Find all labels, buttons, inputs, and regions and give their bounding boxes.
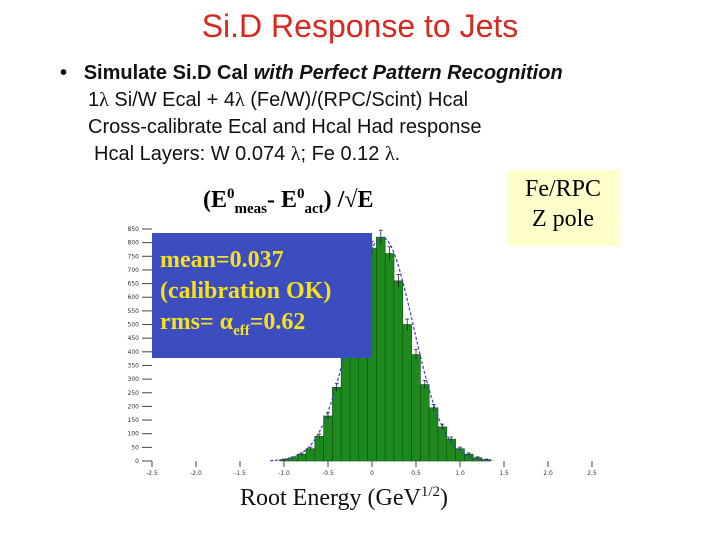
histogram-bar xyxy=(323,415,333,462)
histogram-bar xyxy=(376,236,386,462)
stats-rms-label: rms= xyxy=(160,309,220,335)
histogram-bar xyxy=(332,387,342,462)
stats-mean: mean=0.037 xyxy=(160,247,284,273)
histogram-bar xyxy=(314,436,324,462)
formula-sub-act: act xyxy=(304,200,324,217)
y-tick-label: 450 xyxy=(128,335,140,342)
sqrt-symbol: √ xyxy=(344,187,358,213)
bullet-text-4c: . xyxy=(394,143,401,165)
bullet-line-3: Cross-calibrate Ecal and Hcal Had respon… xyxy=(60,114,563,141)
y-tick-label: 300 xyxy=(128,376,140,383)
y-tick-label: 250 xyxy=(128,390,140,397)
formula-sub-meas: meas xyxy=(234,200,268,217)
x-tick-label: -1.5 xyxy=(234,470,246,477)
bullet-line-2: 1λ Si/W Ecal + 4λ (Fe/W)/(RPC/Scint) Hca… xyxy=(60,87,563,114)
bullet-text-2a: 1 xyxy=(88,89,100,111)
stats-box: mean=0.037 (calibration OK) rms= αeff=0.… xyxy=(152,233,372,358)
histogram-bar xyxy=(420,384,430,462)
y-tick-label: 800 xyxy=(128,240,140,247)
x-tick-label: 1.5 xyxy=(499,470,509,477)
x-tick-label: 0.5 xyxy=(411,470,421,477)
y-tick-label: 700 xyxy=(128,267,140,274)
histogram-bar xyxy=(455,448,465,462)
lambda-symbol: λ xyxy=(290,143,301,165)
bullet-line-1: • Simulate Si.D Cal with Perfect Pattern… xyxy=(60,60,563,87)
x-tick-label: -2.5 xyxy=(146,470,158,477)
response-formula: (E0meas- E0act) /√E xyxy=(203,186,374,218)
histogram-bar xyxy=(384,253,395,462)
x-axis-title-sup: 1/2 xyxy=(420,484,441,500)
y-tick-label: 200 xyxy=(128,403,140,410)
bullet-text-2c: (Fe/W)/(RPC/Scint) Hcal xyxy=(244,89,469,111)
histogram-bar xyxy=(411,354,421,462)
y-tick-label: 100 xyxy=(128,431,140,438)
bullet-marker: • xyxy=(60,62,68,84)
stats-rms-value: =0.62 xyxy=(249,309,306,335)
y-tick-label: 650 xyxy=(128,281,140,288)
x-tick-label: -1.0 xyxy=(278,470,290,477)
formula-open: (E xyxy=(203,187,227,213)
x-axis-title-base: Root Energy (GeV xyxy=(240,485,421,511)
stats-rms-sub: eff xyxy=(233,322,250,339)
histogram-bar xyxy=(428,407,439,462)
y-tick-label: 550 xyxy=(128,308,140,315)
y-tick-label: 150 xyxy=(128,417,140,424)
page-title: Si.D Response to Jets xyxy=(201,8,519,44)
y-tick-label: 350 xyxy=(128,362,140,369)
x-tick-label: 2.5 xyxy=(587,470,597,477)
x-tick-label: -2.0 xyxy=(190,470,202,477)
lambda-symbol: λ xyxy=(384,143,395,165)
fit-curve xyxy=(270,236,495,462)
y-tick-label: 850 xyxy=(128,226,140,233)
bullet-list: • Simulate Si.D Cal with Perfect Pattern… xyxy=(60,60,563,168)
stats-calibration: (calibration OK) xyxy=(160,278,332,304)
bullet-text-4b: ; Fe 0.12 xyxy=(300,143,385,165)
lambda-symbol: λ xyxy=(99,89,109,111)
formula-e: E xyxy=(357,187,374,213)
y-tick-label: 50 xyxy=(131,444,139,451)
bullet-text-1a: Simulate Si.D Cal xyxy=(83,62,254,84)
bullet-text-2b: Si/W Ecal + 4 xyxy=(108,89,235,111)
histogram-bar xyxy=(402,324,412,462)
detector-tag: Fe/RPC Z pole xyxy=(507,170,619,246)
histogram-bar xyxy=(305,448,316,462)
x-tick-label: 0 xyxy=(370,470,374,477)
formula-sup-1: 0 xyxy=(227,186,235,202)
x-tick-label: 2.0 xyxy=(543,470,553,477)
formula-dash: - E xyxy=(267,187,297,213)
bullet-text-1b: with Perfect Pattern Recognition xyxy=(253,62,563,84)
bullet-line-4: Hcal Layers: W 0.074 λ; Fe 0.12 λ. xyxy=(60,141,563,168)
x-tick-label: -0.5 xyxy=(322,470,334,477)
x-tick-label: 1.0 xyxy=(455,470,465,477)
y-tick-label: 750 xyxy=(128,253,140,260)
alpha-symbol: α xyxy=(219,309,234,335)
y-tick-label: 400 xyxy=(128,349,140,356)
histogram-bar xyxy=(340,351,351,462)
stats-rms: rms= αeff=0.62 xyxy=(160,307,372,347)
bullet-text-3: Cross-calibrate Ecal and Hcal Had respon… xyxy=(88,116,482,138)
bullet-text-4a: Hcal Layers: W 0.074 xyxy=(94,143,291,165)
tag-line-1: Fe/RPC xyxy=(524,176,602,202)
tag-line-2: Z pole xyxy=(532,206,594,232)
y-tick-label: 600 xyxy=(128,294,140,301)
histogram-bar xyxy=(393,280,404,462)
x-axis-title-close: ) xyxy=(440,485,449,511)
formula-close: ) / xyxy=(323,187,345,213)
lambda-symbol: λ xyxy=(234,89,245,111)
x-axis-title: Root Energy (GeV1/2) xyxy=(240,484,448,512)
y-tick-label: 0 xyxy=(135,458,139,465)
formula-sup-2: 0 xyxy=(297,186,305,202)
y-tick-label: 500 xyxy=(128,322,140,329)
